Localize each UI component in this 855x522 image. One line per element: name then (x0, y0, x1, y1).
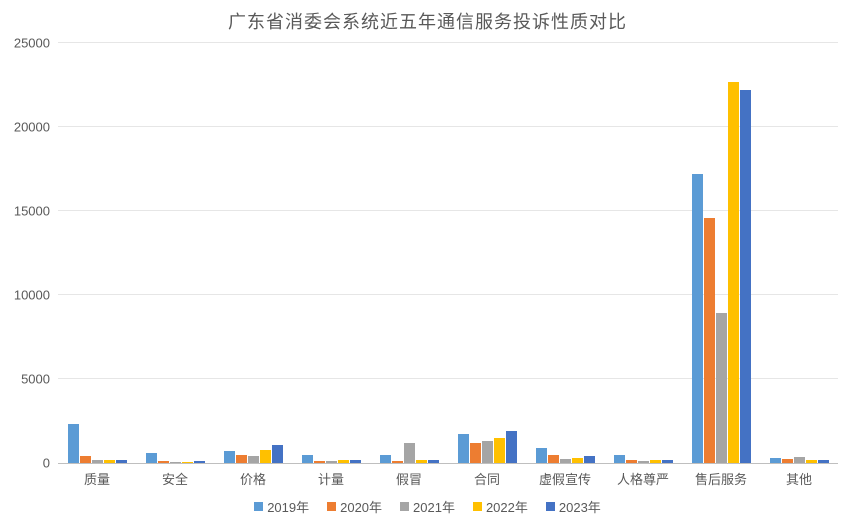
bar (818, 460, 829, 463)
bar (536, 448, 547, 463)
bar-group: 假冒 (370, 44, 448, 463)
bar-group: 人格尊严 (604, 44, 682, 463)
bar (560, 459, 571, 463)
bar (182, 462, 193, 463)
legend-label: 2022年 (486, 497, 528, 516)
bar (314, 461, 325, 463)
bar (782, 459, 793, 463)
bar (380, 455, 391, 463)
y-tick-label: 25000 (14, 36, 50, 51)
gridline (58, 42, 838, 43)
bar (194, 461, 205, 463)
bar (806, 460, 817, 463)
bar (482, 441, 493, 463)
x-tick-label: 假冒 (370, 469, 448, 488)
y-tick-label: 0 (43, 456, 50, 471)
bar (116, 460, 127, 463)
bar (404, 443, 415, 463)
bar (638, 461, 649, 463)
x-tick-label: 其他 (760, 469, 838, 488)
x-tick-label: 售后服务 (682, 469, 760, 488)
bar (704, 218, 715, 463)
legend-swatch (473, 502, 482, 511)
bar (728, 82, 739, 463)
legend-label: 2023年 (559, 497, 601, 516)
bar (158, 461, 169, 463)
x-tick-label: 人格尊严 (604, 469, 682, 488)
bar (236, 455, 247, 463)
bar (662, 460, 673, 463)
bar (572, 458, 583, 463)
bar (494, 438, 505, 463)
bar (80, 456, 91, 463)
bar (146, 453, 157, 463)
bar (650, 460, 661, 463)
bar (506, 431, 517, 463)
legend-item: 2022年 (473, 497, 528, 516)
bar-group: 计量 (292, 44, 370, 463)
bar (326, 461, 337, 463)
legend-swatch (400, 502, 409, 511)
legend-swatch (327, 502, 336, 511)
legend-swatch (546, 502, 555, 511)
legend-item: 2023年 (546, 497, 601, 516)
plot-area: 0500010000150002000025000质量安全价格计量假冒合同虚假宣… (58, 44, 838, 464)
x-tick-label: 安全 (136, 469, 214, 488)
bar (392, 461, 403, 463)
legend-item: 2020年 (327, 497, 382, 516)
x-tick-label: 虚假宣传 (526, 469, 604, 488)
bar (92, 460, 103, 463)
chart-container: 广东省消委会系统近五年通信服务投诉性质对比 050001000015000200… (0, 0, 855, 522)
legend-swatch (254, 502, 263, 511)
bar-group: 售后服务 (682, 44, 760, 463)
bar (548, 455, 559, 463)
bar (584, 456, 595, 463)
legend-item: 2019年 (254, 497, 309, 516)
bar (716, 313, 727, 463)
x-tick-label: 合同 (448, 469, 526, 488)
y-tick-label: 10000 (14, 288, 50, 303)
bar (224, 451, 235, 463)
x-tick-label: 价格 (214, 469, 292, 488)
bar-groups: 质量安全价格计量假冒合同虚假宣传人格尊严售后服务其他 (58, 44, 838, 463)
x-tick-label: 计量 (292, 469, 370, 488)
bar-group: 价格 (214, 44, 292, 463)
bar (350, 460, 361, 463)
bar-group: 合同 (448, 44, 526, 463)
bar (104, 460, 115, 463)
chart-title: 广东省消委会系统近五年通信服务投诉性质对比 (0, 8, 855, 34)
bar (338, 460, 349, 463)
bar (692, 174, 703, 463)
legend-label: 2020年 (340, 497, 382, 516)
bar (794, 457, 805, 463)
bar-group: 安全 (136, 44, 214, 463)
y-tick-label: 15000 (14, 204, 50, 219)
y-tick-label: 5000 (21, 372, 50, 387)
bar (740, 90, 751, 463)
bar (170, 462, 181, 463)
bar (470, 443, 481, 463)
bar-group: 质量 (58, 44, 136, 463)
bar (458, 434, 469, 463)
bar (302, 455, 313, 463)
legend-label: 2021年 (413, 497, 455, 516)
y-tick-label: 20000 (14, 120, 50, 135)
legend-item: 2021年 (400, 497, 455, 516)
legend-label: 2019年 (267, 497, 309, 516)
bar-group: 虚假宣传 (526, 44, 604, 463)
bar (416, 460, 427, 463)
bar (614, 455, 625, 463)
bar-group: 其他 (760, 44, 838, 463)
x-tick-label: 质量 (58, 469, 136, 488)
bar (770, 458, 781, 463)
legend: 2019年 2020年 2021年 2022年 2023年 (0, 497, 855, 516)
bar (260, 450, 271, 463)
bar (626, 460, 637, 463)
bar (248, 456, 259, 463)
bar (272, 445, 283, 463)
bar (428, 460, 439, 463)
bar (68, 424, 79, 463)
